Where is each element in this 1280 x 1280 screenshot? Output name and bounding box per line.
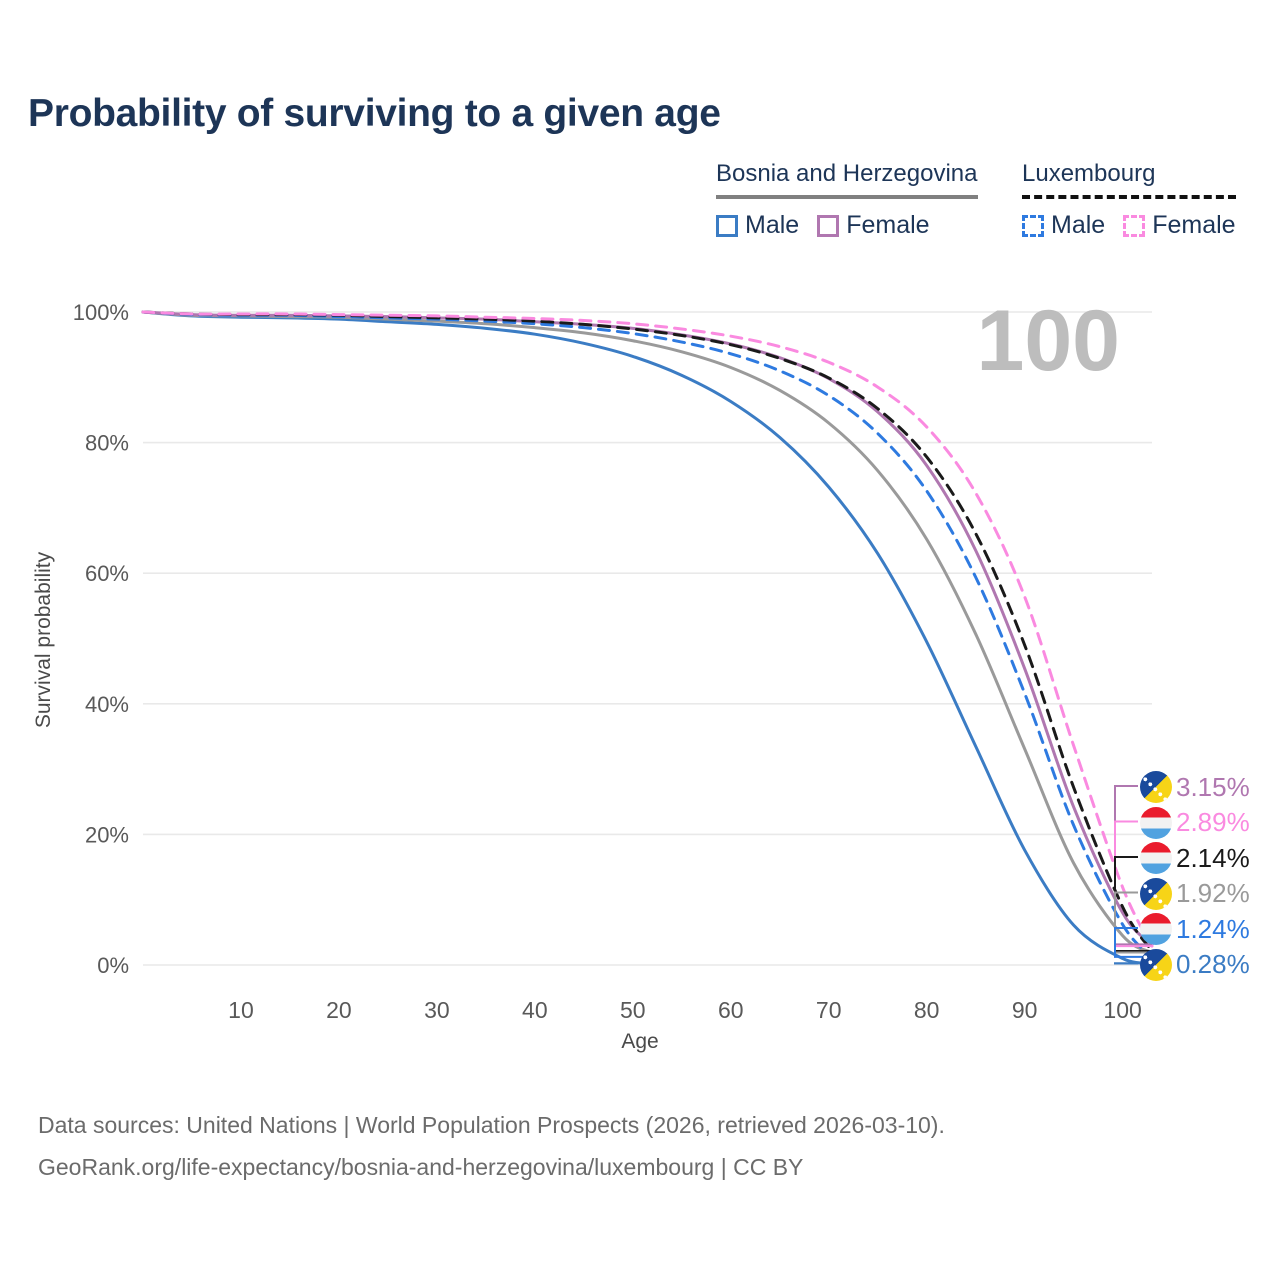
x-axis-tick-labels: 10 20 30 40 50 60 70 80 90 100 — [228, 997, 1142, 1023]
legend-swatch-female-solid — [817, 214, 840, 237]
y-tick-label: 60% — [85, 561, 129, 586]
page-title: Probability of surviving to a given age — [28, 92, 721, 135]
series-lines — [141, 310, 1154, 965]
legend-item-label: Male — [1051, 211, 1106, 239]
series-line-luxembourg-female — [141, 310, 1154, 948]
x-tick-label: 100 — [1103, 997, 1141, 1023]
luxembourg-flag-icon — [1140, 806, 1172, 839]
legend-group-title: Bosnia and Herzegovina — [716, 160, 978, 187]
series-line-luxembourg-male — [141, 310, 1154, 959]
end-label-value: 1.92% — [1176, 878, 1250, 908]
legend-swatch-female-dashed — [1123, 214, 1146, 237]
legend-item-lux-male[interactable]: Male — [1022, 211, 1105, 240]
end-label-row[interactable]: 2.89% — [1140, 806, 1250, 840]
x-tick-label: 30 — [424, 997, 450, 1023]
luxembourg-flag-icon — [1140, 913, 1172, 945]
bosnia-and-herzegovina-flag-icon — [1140, 948, 1172, 981]
y-axis-tick-labels: 0% 20% 40% 60% 80% 100% — [73, 300, 129, 978]
x-tick-label: 50 — [620, 997, 646, 1023]
end-label-row[interactable]: 2.14% — [1140, 841, 1250, 875]
luxembourg-flag-icon — [1140, 842, 1172, 874]
x-tick-label: 10 — [228, 997, 254, 1023]
legend-swatch-male-dashed — [1022, 214, 1044, 237]
x-tick-label: 90 — [1012, 997, 1038, 1023]
footer: Data sources: United Nations | World Pop… — [38, 1104, 1238, 1188]
legend-item-lux-female[interactable]: Female — [1123, 211, 1236, 240]
end-label-value: 1.24% — [1176, 913, 1250, 944]
x-tick-label: 20 — [326, 997, 352, 1023]
series-line-bosnia-and-herzegovina-male — [141, 310, 1154, 965]
series-line-bosnia-and-herzegovina-female — [141, 310, 1154, 946]
x-tick-label: 80 — [914, 997, 940, 1023]
legend-item-bih-female[interactable]: Female — [817, 211, 930, 240]
x-tick-label: 40 — [522, 997, 548, 1023]
end-label-value: 2.14% — [1176, 842, 1250, 873]
end-label-row[interactable]: 0.28% — [1140, 948, 1250, 982]
y-tick-label: 20% — [85, 822, 129, 847]
footer-attribution: GeoRank.org/life-expectancy/bosnia-and-h… — [38, 1154, 804, 1180]
legend-swatch-male-solid — [716, 214, 738, 237]
legend-group-rule-solid — [716, 195, 978, 199]
leader-line — [1114, 927, 1152, 958]
y-tick-label: 0% — [97, 953, 129, 978]
x-tick-label: 70 — [816, 997, 842, 1023]
bosnia-and-herzegovina-flag-icon — [1140, 771, 1172, 803]
end-value-labels: 3.15% 2.89% 2.14% 1.92% 1.24% 0.28% — [1140, 770, 1280, 985]
series-line-luxembourg-combined — [141, 310, 1154, 953]
legend-group-luxembourg[interactable]: Luxembourg Male Female — [1022, 160, 1236, 240]
legend-item-bih-male[interactable]: Male — [716, 211, 799, 240]
end-label-row[interactable]: 1.92% — [1140, 877, 1250, 911]
y-tick-label: 80% — [85, 431, 129, 456]
y-tick-label: 100% — [73, 300, 129, 325]
bosnia-and-herzegovina-flag-icon — [1140, 877, 1172, 910]
end-label-row[interactable]: 3.15% — [1140, 770, 1250, 804]
y-tick-label: 40% — [85, 692, 129, 717]
legend-group-rule-dashed — [1022, 195, 1236, 199]
legend-group-title: Luxembourg — [1022, 160, 1156, 187]
legend-item-label: Male — [745, 211, 800, 239]
end-label-value: 2.89% — [1176, 807, 1250, 837]
chart-legend: Bosnia and Herzegovina Male Female Luxem… — [716, 160, 1262, 246]
end-label-row[interactable]: 1.24% — [1140, 912, 1250, 946]
x-tick-label: 60 — [718, 997, 744, 1023]
legend-group-bosnia-and-herzegovina[interactable]: Bosnia and Herzegovina Male Female — [716, 160, 978, 240]
x-axis-title: Age — [621, 1030, 658, 1053]
gridlines — [143, 311, 1152, 966]
end-label-value: 0.28% — [1176, 949, 1250, 979]
leader-line — [1114, 891, 1152, 954]
y-axis-title: Survival probability — [32, 551, 55, 728]
end-label-value: 3.15% — [1176, 771, 1250, 802]
legend-item-label: Female — [1152, 211, 1236, 239]
legend-item-label: Female — [846, 211, 930, 239]
footer-data-sources: Data sources: United Nations | World Pop… — [38, 1112, 945, 1138]
leader-lines — [1114, 785, 1152, 965]
watermark-100: 100 — [977, 293, 1121, 389]
